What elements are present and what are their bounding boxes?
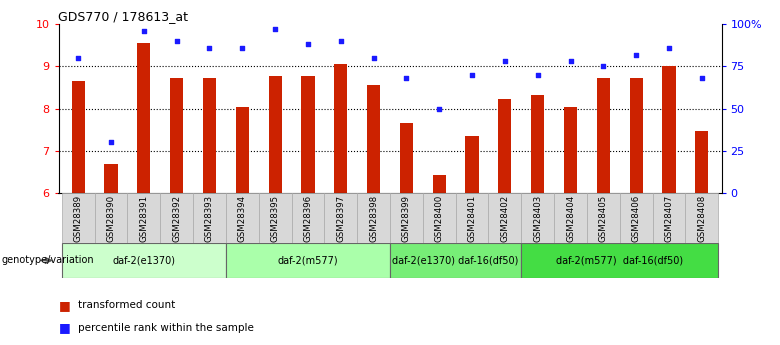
Bar [695,131,708,193]
Bar [400,124,413,193]
Bar [390,193,423,243]
Point [72,55,84,61]
Point [367,55,380,61]
Text: GSM28400: GSM28400 [434,195,444,243]
Text: GSM28389: GSM28389 [73,195,83,242]
Text: GSM28397: GSM28397 [336,195,346,242]
Text: GSM28402: GSM28402 [501,195,509,243]
Bar [236,107,249,193]
Bar [662,66,675,193]
Bar [488,193,521,243]
Point [335,38,347,44]
Point [663,45,675,51]
Text: genotype/variation: genotype/variation [2,256,94,265]
Text: daf-2(m577)  daf-16(df50): daf-2(m577) daf-16(df50) [556,256,683,265]
Bar [367,85,380,193]
Point [269,27,282,32]
Text: transformed count: transformed count [78,300,176,310]
Bar [226,243,390,278]
Bar [334,64,347,193]
Bar [531,95,544,193]
Text: GDS770 / 178613_at: GDS770 / 178613_at [58,10,189,23]
Text: GSM28406: GSM28406 [632,195,640,243]
Point [236,45,249,51]
Bar [564,107,577,193]
Bar [62,243,226,278]
Text: percentile rank within the sample: percentile rank within the sample [78,323,254,333]
Text: GSM28407: GSM28407 [665,195,673,243]
Point [498,59,511,64]
Text: GSM28395: GSM28395 [271,195,279,242]
Bar [521,193,554,243]
Text: GSM28404: GSM28404 [566,195,575,243]
Bar [587,193,620,243]
Text: GSM28392: GSM28392 [172,195,181,242]
Bar [62,193,94,243]
Point [400,76,413,81]
Point [630,52,643,57]
Text: daf-2(e1370) daf-16(df50): daf-2(e1370) daf-16(df50) [392,256,519,265]
Point [137,28,150,34]
Text: GSM28391: GSM28391 [140,195,148,242]
Point [564,59,576,64]
Point [597,63,610,69]
Bar [498,99,512,193]
Bar [160,193,193,243]
Point [204,45,216,51]
Bar [686,193,718,243]
Bar [456,193,488,243]
Bar [127,193,160,243]
Bar [301,76,314,193]
Bar [170,78,183,193]
Bar [105,165,118,193]
Bar [433,175,446,193]
Bar [390,243,521,278]
Bar [203,78,216,193]
Bar [620,193,653,243]
Text: ■: ■ [58,299,70,312]
Text: GSM28396: GSM28396 [303,195,313,242]
Bar [554,193,587,243]
Bar [357,193,390,243]
Point [466,72,478,78]
Bar [137,43,151,193]
Bar [629,78,643,193]
Text: GSM28393: GSM28393 [205,195,214,242]
Bar [193,193,226,243]
Text: GSM28403: GSM28403 [534,195,542,243]
Point [531,72,544,78]
Bar [292,193,324,243]
Bar [268,76,282,193]
Text: GSM28390: GSM28390 [107,195,115,242]
Bar [259,193,292,243]
Text: daf-2(e1370): daf-2(e1370) [112,256,176,265]
Text: GSM28399: GSM28399 [402,195,411,242]
Text: GSM28394: GSM28394 [238,195,246,242]
Text: GSM28405: GSM28405 [599,195,608,243]
Bar [521,243,718,278]
Text: ■: ■ [58,321,70,334]
Bar [324,193,357,243]
Point [433,106,445,111]
Text: daf-2(m577): daf-2(m577) [278,256,339,265]
Point [105,140,117,145]
Point [696,76,708,81]
Bar [466,136,479,193]
Bar [94,193,127,243]
Point [302,42,314,47]
Text: GSM28401: GSM28401 [467,195,477,243]
Bar [597,78,610,193]
Text: GSM28398: GSM28398 [369,195,378,242]
Bar [226,193,259,243]
Point [170,38,183,44]
Text: GSM28408: GSM28408 [697,195,707,243]
Bar [423,193,456,243]
Bar [653,193,686,243]
Bar [72,81,85,193]
